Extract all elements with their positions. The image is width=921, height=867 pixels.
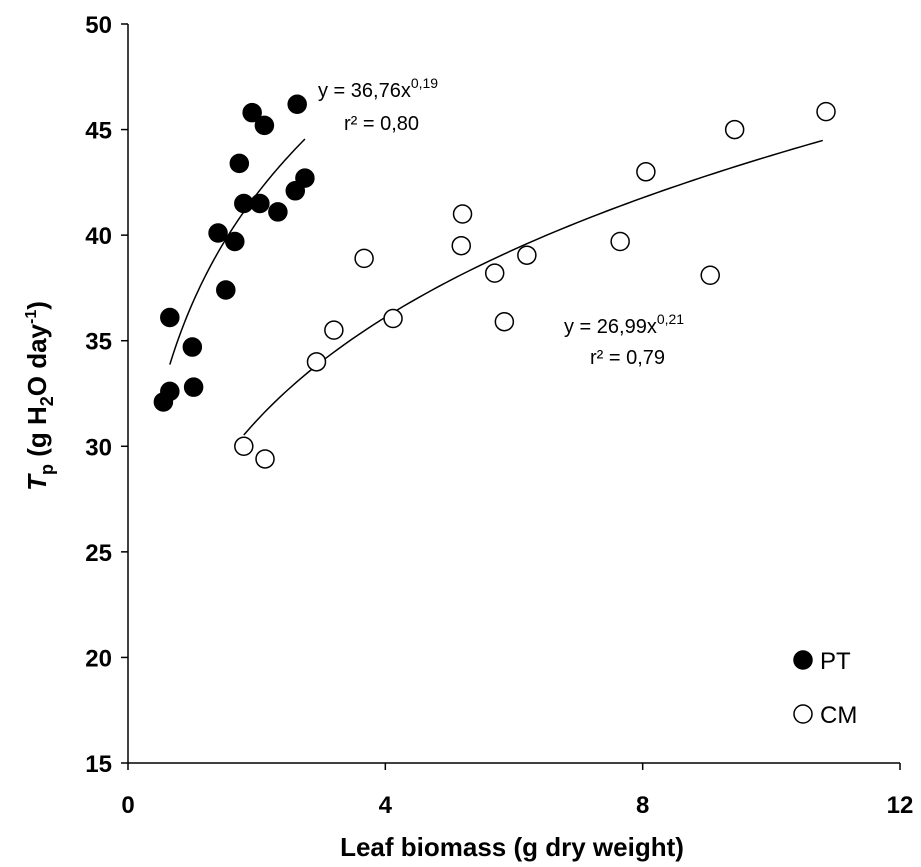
point-pt xyxy=(250,193,270,214)
point-cm xyxy=(452,204,473,224)
legend-label-pt: PT xyxy=(820,648,851,675)
point-cm xyxy=(451,235,471,256)
point-cm xyxy=(700,265,720,286)
y-tick-label: 50 xyxy=(85,12,112,39)
point-cm xyxy=(234,436,254,457)
point-pt xyxy=(242,102,262,123)
point-pt xyxy=(225,231,245,252)
cm-r2: r² = 0,79 xyxy=(590,347,665,369)
pt-equation: y = 36,76x0,19 xyxy=(318,75,438,102)
legend: PT CM xyxy=(793,648,857,729)
y-tick-label: 35 xyxy=(85,329,112,356)
legend-label-cm: CM xyxy=(820,702,857,729)
point-pt xyxy=(254,115,275,136)
y-tick-label: 20 xyxy=(85,645,112,672)
point-cm xyxy=(383,308,403,329)
y-tick-label: 25 xyxy=(85,540,112,567)
point-cm xyxy=(255,449,275,469)
point-cm xyxy=(354,248,374,269)
x-tick-label: 0 xyxy=(121,792,134,819)
fit-curve-cm xyxy=(243,139,824,436)
x-axis-title: Leaf biomass (g dry weight) xyxy=(340,832,684,862)
point-cm xyxy=(517,245,537,265)
fit-curve-pt xyxy=(169,138,306,365)
point-pt xyxy=(160,381,180,402)
legend-marker-cm xyxy=(793,704,813,724)
point-cm xyxy=(484,263,505,283)
point-cm xyxy=(494,311,515,332)
point-pt xyxy=(160,307,180,328)
point-pt xyxy=(183,377,204,397)
point-pt xyxy=(268,202,288,222)
point-pt xyxy=(208,223,228,243)
point-cm xyxy=(324,320,344,340)
y-tick-label: 30 xyxy=(85,434,112,461)
x-tick-label: 4 xyxy=(379,792,393,819)
point-cm xyxy=(724,119,745,140)
pt-r2: r² = 0,80 xyxy=(344,113,419,135)
point-cm xyxy=(306,352,327,372)
cm-equation: y = 26,99x0,21 xyxy=(564,311,684,338)
x-tick-label: 12 xyxy=(887,792,914,819)
point-pt xyxy=(182,337,203,357)
point-cm xyxy=(636,162,656,182)
point-pt xyxy=(234,193,254,214)
y-axis-title: Tp (g H2O day-1) xyxy=(22,301,57,491)
point-cm xyxy=(816,101,836,122)
y-tick-label: 15 xyxy=(85,751,112,778)
y-tick-label: 45 xyxy=(85,118,112,145)
point-pt xyxy=(295,168,315,188)
point-pt xyxy=(216,280,236,300)
data-points xyxy=(153,94,836,469)
point-cm xyxy=(610,231,630,252)
legend-marker-pt xyxy=(793,650,813,670)
y-tick-label: 40 xyxy=(85,223,112,250)
x-tick-label: 8 xyxy=(636,792,649,819)
point-pt xyxy=(229,153,250,174)
axes: 15 20 25 30 35 40 45 50 0 4 8 12 xyxy=(85,12,913,819)
fit-curves xyxy=(169,138,824,436)
point-pt xyxy=(287,94,307,114)
